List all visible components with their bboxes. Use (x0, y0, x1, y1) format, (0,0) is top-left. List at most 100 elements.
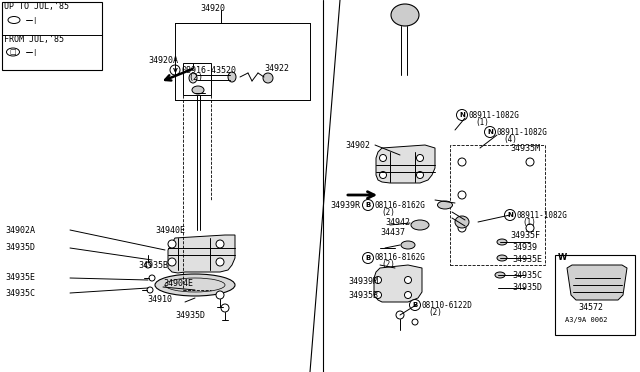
Circle shape (263, 73, 273, 83)
Ellipse shape (401, 241, 415, 249)
Ellipse shape (438, 201, 452, 209)
Text: (2): (2) (428, 308, 442, 317)
Circle shape (147, 287, 153, 293)
Text: 34902A: 34902A (5, 225, 35, 234)
Text: 34939R: 34939R (330, 201, 360, 209)
Text: B: B (365, 255, 371, 261)
Text: 34935M: 34935M (510, 144, 540, 153)
Ellipse shape (391, 4, 419, 26)
Circle shape (417, 154, 424, 161)
Circle shape (168, 240, 176, 248)
Text: 34572: 34572 (579, 304, 604, 312)
Ellipse shape (497, 255, 507, 261)
Circle shape (170, 65, 180, 75)
Text: N: N (459, 112, 465, 118)
Circle shape (404, 292, 412, 298)
Ellipse shape (155, 274, 235, 296)
Circle shape (458, 224, 466, 232)
Text: 08916-43520: 08916-43520 (182, 65, 237, 74)
Circle shape (374, 292, 381, 298)
Text: B: B (365, 202, 371, 208)
Circle shape (456, 109, 467, 121)
Text: 34935D: 34935D (512, 283, 542, 292)
Circle shape (526, 224, 534, 232)
Text: N: N (487, 129, 493, 135)
Ellipse shape (189, 73, 197, 83)
Circle shape (221, 304, 229, 312)
Text: (1): (1) (475, 118, 489, 126)
Text: 34935E: 34935E (512, 256, 542, 264)
Text: 08110-6122D: 08110-6122D (422, 301, 473, 310)
Text: 34902: 34902 (345, 141, 370, 150)
Circle shape (374, 276, 381, 283)
Polygon shape (567, 265, 627, 300)
Text: 08911-1082G: 08911-1082G (517, 211, 568, 219)
Text: 34935D: 34935D (175, 311, 205, 320)
Circle shape (145, 262, 151, 268)
Circle shape (362, 253, 374, 263)
Text: 34939: 34939 (512, 244, 537, 253)
Text: FROM JUL,'85: FROM JUL,'85 (4, 35, 64, 44)
Circle shape (417, 171, 424, 179)
Polygon shape (376, 145, 435, 183)
Text: □: □ (10, 49, 16, 55)
Text: 34920A: 34920A (148, 55, 178, 64)
Circle shape (216, 291, 224, 299)
Text: A3/9A 0062: A3/9A 0062 (565, 317, 607, 323)
Text: 08116-8162G: 08116-8162G (375, 201, 426, 209)
Text: (4): (4) (503, 135, 517, 144)
Text: |: | (33, 48, 35, 55)
Circle shape (396, 311, 404, 319)
Text: 34935B: 34935B (348, 291, 378, 299)
Circle shape (504, 209, 515, 221)
Polygon shape (168, 235, 235, 273)
Text: 34904E: 34904E (163, 279, 193, 288)
Text: 34437: 34437 (380, 228, 405, 237)
Circle shape (216, 240, 224, 248)
Bar (450, 145, 545, 265)
Ellipse shape (411, 220, 429, 230)
Text: 34935E: 34935E (5, 273, 35, 282)
Text: 34935C: 34935C (512, 270, 542, 279)
Circle shape (380, 154, 387, 161)
Ellipse shape (495, 272, 505, 278)
Text: (2): (2) (381, 208, 395, 217)
Text: 34935C: 34935C (5, 289, 35, 298)
Circle shape (526, 158, 534, 166)
Text: N: N (507, 212, 513, 218)
Circle shape (168, 258, 176, 266)
Text: 34935B: 34935B (138, 262, 168, 270)
Text: 34920: 34920 (200, 3, 225, 13)
Text: (1): (1) (522, 218, 536, 227)
Circle shape (404, 276, 412, 283)
Bar (555, 255, 635, 335)
Text: (2): (2) (188, 73, 203, 81)
Text: 08911-1082G: 08911-1082G (469, 110, 520, 119)
Circle shape (410, 299, 420, 311)
Circle shape (380, 171, 387, 179)
Text: V: V (173, 67, 177, 73)
Text: W: W (558, 253, 567, 263)
Bar (183, 63, 211, 95)
Text: 34942: 34942 (385, 218, 410, 227)
Text: B: B (412, 302, 418, 308)
Text: UP TO JUL,'85: UP TO JUL,'85 (4, 1, 69, 10)
Ellipse shape (228, 72, 236, 82)
Circle shape (458, 158, 466, 166)
Text: 08116-8162G: 08116-8162G (375, 253, 426, 263)
Circle shape (412, 319, 418, 325)
Bar (2, 2, 102, 70)
Text: |: | (33, 16, 35, 23)
Text: (2): (2) (381, 260, 395, 269)
Circle shape (458, 191, 466, 199)
Text: 34935D: 34935D (5, 244, 35, 253)
Polygon shape (374, 265, 422, 302)
Text: 34935F: 34935F (510, 231, 540, 240)
Text: 34939M: 34939M (348, 278, 378, 286)
Text: 08911-1082G: 08911-1082G (497, 128, 548, 137)
Text: 34940E: 34940E (155, 225, 185, 234)
Circle shape (149, 275, 155, 281)
Circle shape (216, 258, 224, 266)
Circle shape (484, 126, 495, 138)
Ellipse shape (455, 216, 469, 228)
